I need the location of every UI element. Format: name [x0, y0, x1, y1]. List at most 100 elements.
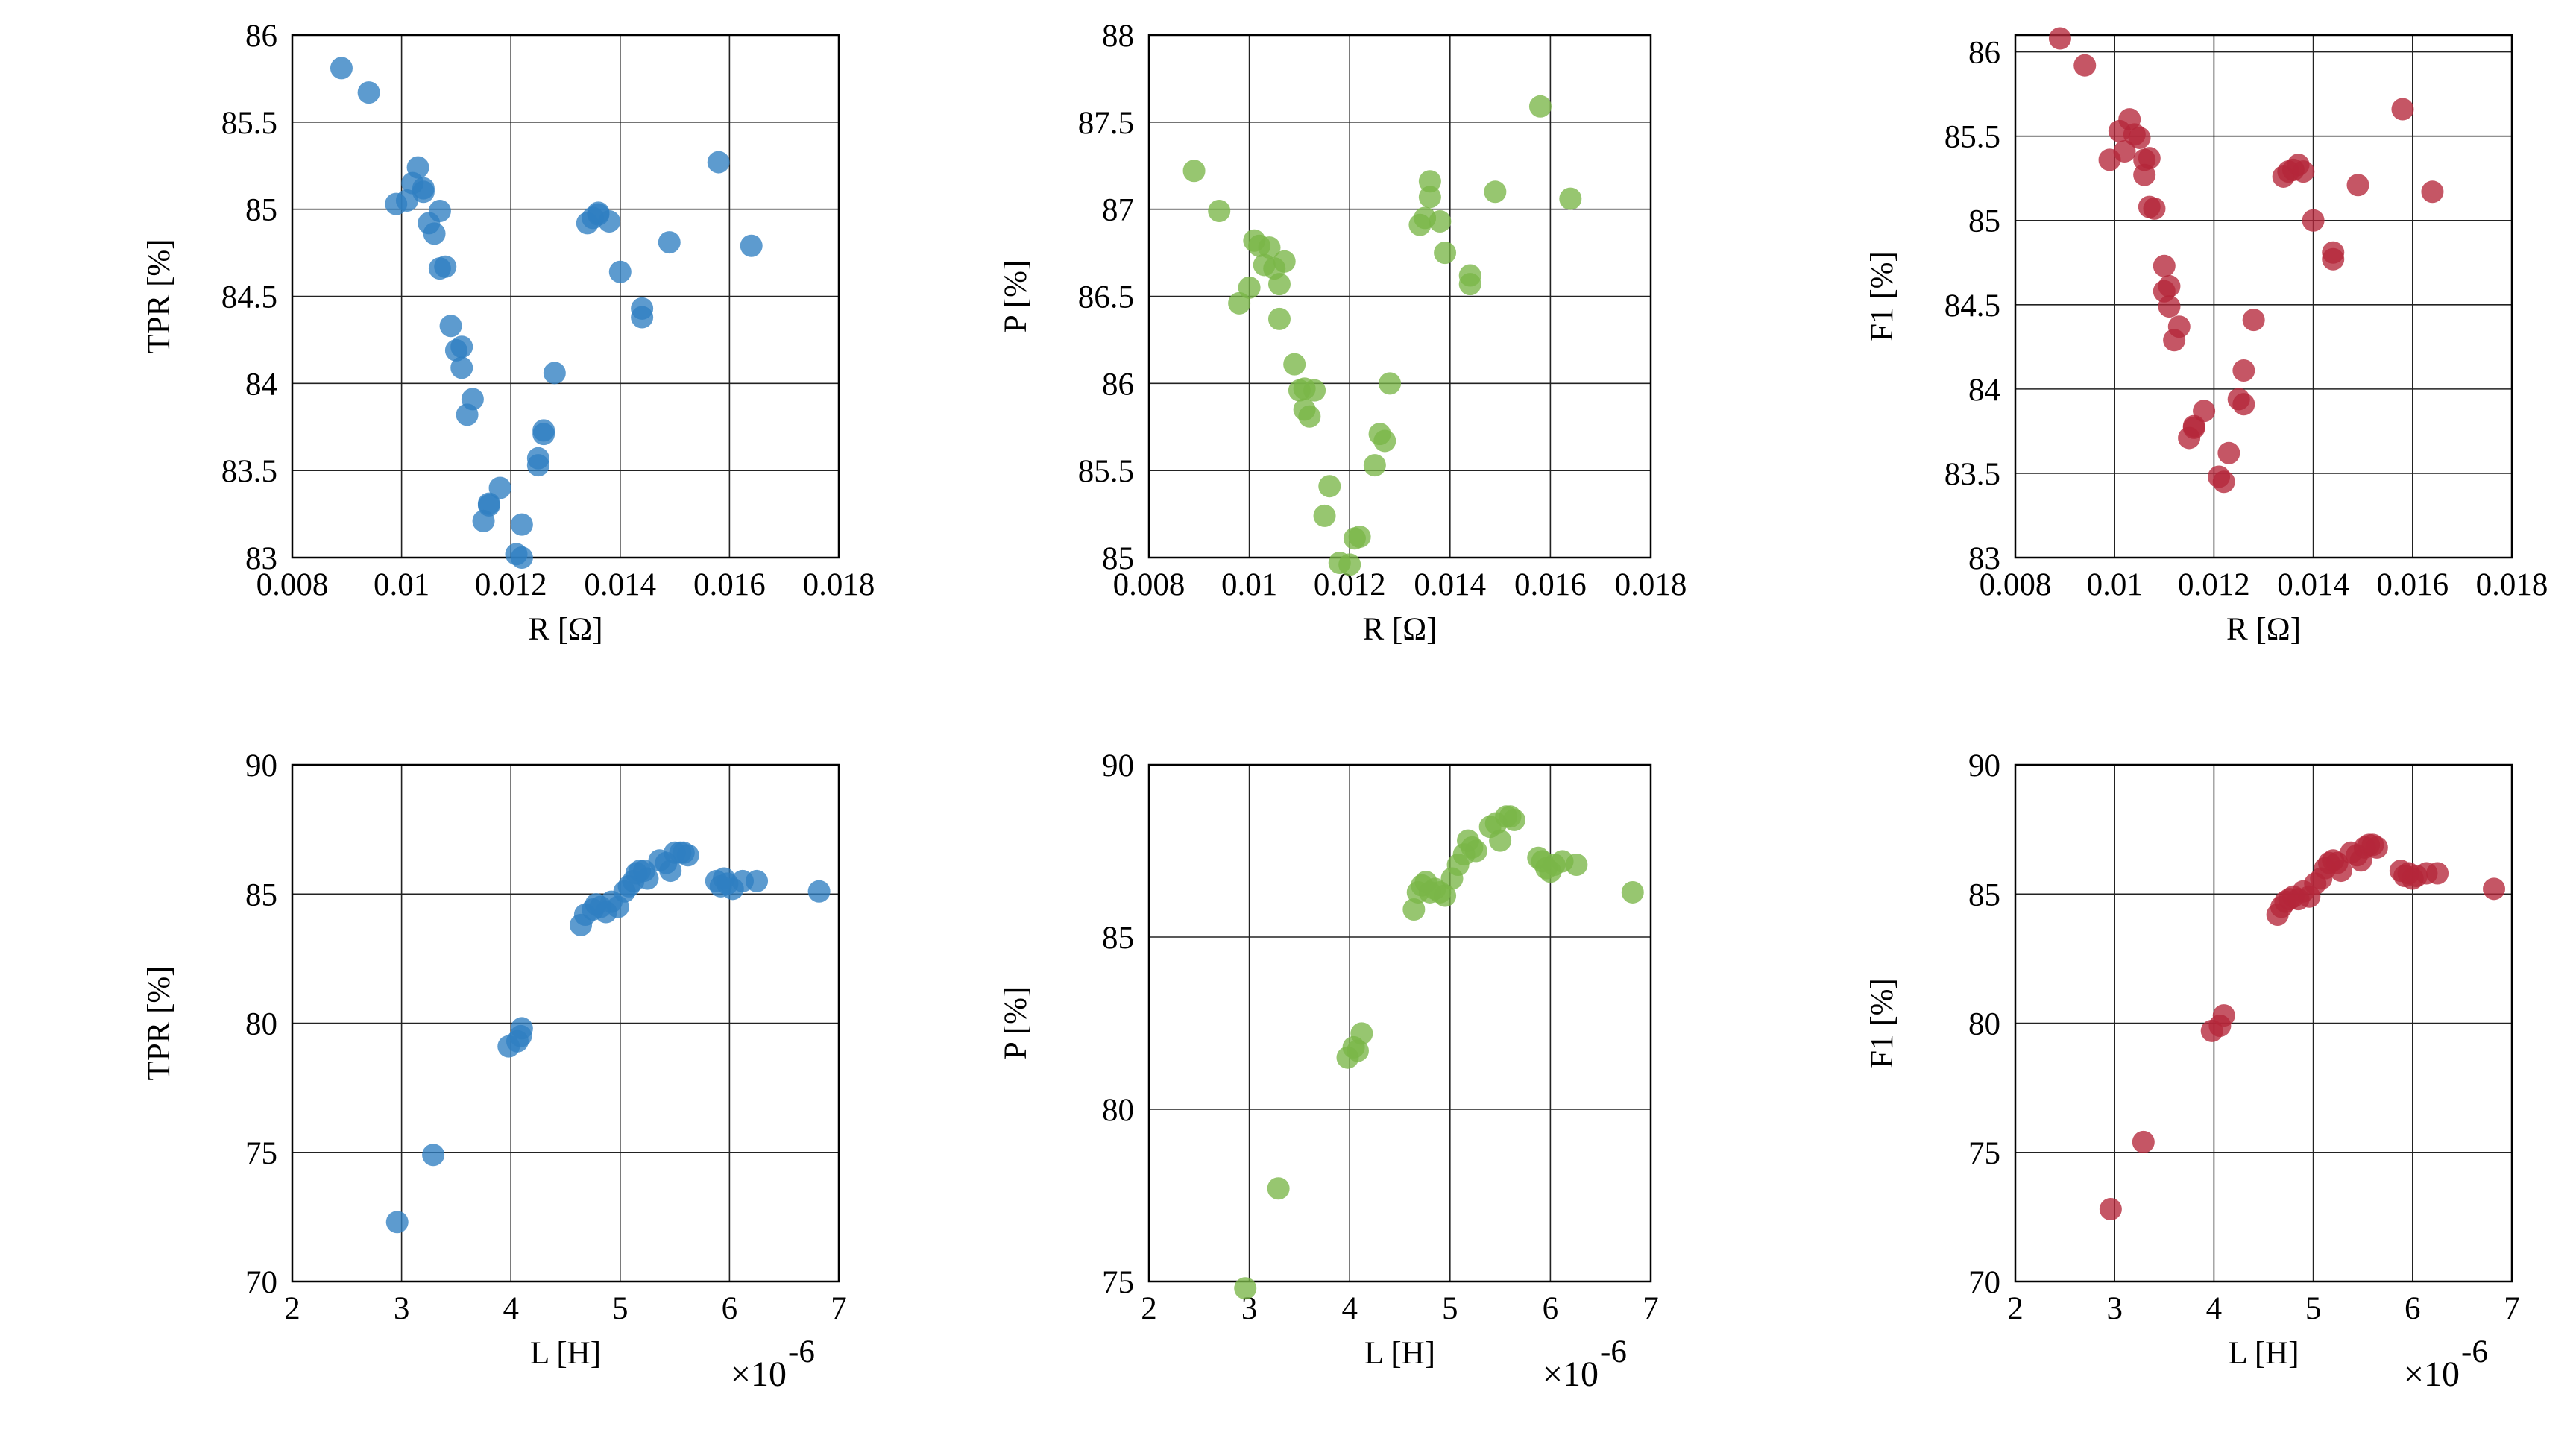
y-tick-label: 88 [1102, 19, 1134, 54]
data-point [1298, 405, 1321, 428]
chart-p-vs-l: 2 3 4 5 6 7 75 80 85 90 L [H] P [%] ×10-6 [998, 748, 1659, 1394]
y-tick-label: 75 [1102, 1265, 1134, 1300]
data-point [526, 454, 549, 477]
x-tick-label: 0.01 [374, 567, 429, 602]
x-tick-label: 5 [2305, 1291, 2322, 1326]
y-tick-label: 90 [245, 748, 277, 783]
y-tick-label: 85.5 [1944, 120, 2000, 155]
series-points [2048, 27, 2444, 494]
data-point [2322, 247, 2345, 271]
data-point [2421, 180, 2444, 204]
data-point [1559, 187, 1582, 210]
x-tick-label: 0.016 [1514, 567, 1587, 602]
data-point [1418, 170, 1441, 193]
x-tick-label: 0.018 [1615, 567, 1687, 602]
data-point [2329, 860, 2352, 883]
data-point [2182, 416, 2205, 439]
data-point [357, 81, 380, 104]
data-point [2133, 163, 2156, 186]
data-point [461, 388, 484, 411]
data-point [2232, 393, 2255, 416]
y-tick-label: 80 [1102, 1093, 1134, 1128]
y-tick-label: 83 [245, 541, 277, 576]
data-point [532, 419, 555, 442]
data-point [1402, 898, 1426, 921]
y-tick-label: 86 [1968, 36, 2000, 71]
y-tick-label: 70 [1968, 1265, 2000, 1300]
x-exponent-label: ×10 [1543, 1355, 1599, 1394]
data-point [807, 880, 831, 903]
data-point [1565, 853, 1588, 876]
data-point [2212, 470, 2235, 494]
y-axis-label: F1 [%] [1865, 978, 1900, 1068]
data-point [2212, 1004, 2235, 1027]
data-point [1303, 379, 1326, 402]
data-point [1234, 1277, 1257, 1300]
y-tick-label: 85 [245, 877, 277, 912]
data-point [1434, 242, 1457, 265]
x-tick-label: 0.014 [2277, 567, 2349, 602]
x-axis-label: R [Ω] [2226, 612, 2301, 647]
x-tick-label: 0.01 [2087, 567, 2143, 602]
data-point [2113, 140, 2136, 163]
y-tick-label: 85 [1102, 541, 1134, 576]
y-tick-label: 83.5 [1944, 457, 2000, 492]
x-tick-label: 7 [831, 1291, 847, 1326]
x-tick-label: 0.014 [584, 567, 656, 602]
x-tick-label: 0.008 [256, 567, 329, 602]
plot-frame [291, 763, 840, 1283]
data-point [2158, 274, 2181, 297]
data-point [422, 1144, 445, 1167]
x-tick-label: 4 [2206, 1291, 2223, 1326]
y-tick-label: 84.5 [221, 280, 277, 315]
x-tick-label: 0.01 [1221, 567, 1277, 602]
data-point [1458, 273, 1481, 296]
x-tick-label: 5 [1442, 1291, 1458, 1326]
x-tick-label: 5 [612, 1291, 629, 1326]
y-tick-label: 84 [1968, 373, 2000, 408]
x-exponent-power: -6 [2461, 1334, 2488, 1369]
y-tick-label: 85 [1968, 877, 2000, 912]
y-tick-label: 86.5 [1078, 280, 1134, 315]
data-point [1502, 808, 1525, 831]
data-point [1528, 95, 1552, 118]
plot-frame [1147, 34, 1652, 559]
data-point [1258, 236, 1281, 259]
data-point [1346, 1039, 1369, 1062]
x-axis-label: R [Ω] [528, 612, 602, 647]
y-tick-label: 86 [1102, 367, 1134, 402]
data-point [1464, 839, 1487, 863]
x-tick-label: 3 [2106, 1291, 2123, 1326]
data-point [2302, 209, 2325, 232]
data-point [406, 156, 429, 179]
data-point [488, 476, 511, 499]
x-tick-label: 0.008 [1980, 567, 2052, 602]
data-point [1418, 186, 1441, 209]
x-tick-label: 4 [1341, 1291, 1358, 1326]
chart-tpr-vs-l: 2 3 4 5 6 7 70 75 80 85 90 L [H] TPR [%] ×10-6 [142, 748, 847, 1394]
data-point [1379, 372, 1402, 395]
data-point [1273, 250, 1296, 273]
data-point [510, 546, 533, 569]
data-point [636, 867, 659, 890]
x-axis-label: L [H] [530, 1336, 601, 1371]
data-point [2483, 877, 2506, 901]
x-tick-label: 2 [2007, 1291, 2024, 1326]
data-point [1338, 553, 1361, 576]
x-tick-label: 3 [1241, 1291, 1258, 1326]
y-tick-label: 75 [245, 1136, 277, 1171]
data-point [1350, 1022, 1373, 1045]
x-tick-label: 6 [1543, 1291, 1559, 1326]
data-point [385, 1211, 409, 1234]
data-point [2426, 862, 2449, 885]
x-tick-label: 6 [2405, 1291, 2421, 1326]
data-point [707, 151, 730, 174]
y-tick-label: 87.5 [1078, 106, 1134, 141]
data-point [510, 1017, 533, 1040]
series-points [1182, 95, 1582, 576]
data-point [428, 200, 451, 223]
x-tick-label: 0.012 [2178, 567, 2250, 602]
x-tick-label: 0.012 [475, 567, 547, 602]
data-point [1363, 454, 1386, 477]
